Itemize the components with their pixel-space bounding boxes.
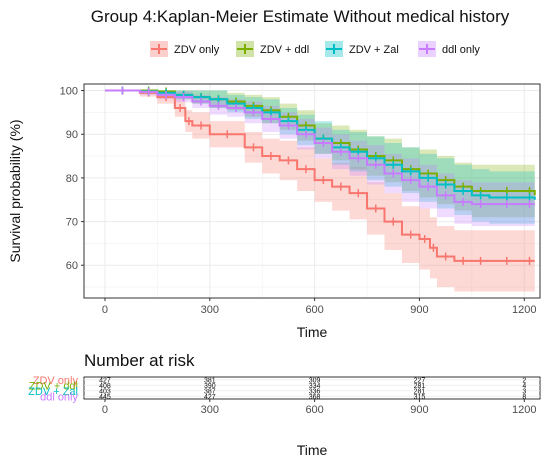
risk-count: 309 <box>309 377 321 384</box>
plot-border <box>83 83 541 299</box>
legend-label: ZDV only <box>174 44 220 56</box>
risk-x-tick-label: 300 <box>201 404 219 416</box>
risk-count: 445 <box>99 394 111 401</box>
risk-count: 8 <box>522 394 526 401</box>
risk-count: 408 <box>99 383 111 390</box>
chart-title: Group 4:Kaplan-Meier Estimate Without me… <box>91 7 510 26</box>
risk-table-panel <box>83 376 541 400</box>
x-tick-label: 300 <box>201 304 219 316</box>
risk-x-tick-label: 0 <box>102 404 108 416</box>
confidence-band <box>104 90 535 222</box>
x-tick-label: 600 <box>305 304 323 316</box>
confidence-band <box>104 90 535 226</box>
risk-count: 2 <box>522 377 526 384</box>
x-axis-label: Time <box>297 324 328 340</box>
risk-x-tick-label: 900 <box>410 404 428 416</box>
risk-count: 427 <box>99 377 111 384</box>
risk-x-tick-label: 600 <box>305 404 323 416</box>
risk-table-title: Number at risk <box>84 351 195 370</box>
risk-count: 387 <box>204 388 216 395</box>
risk-count: 281 <box>414 388 426 395</box>
legend-item: ddl only <box>418 41 480 57</box>
legend-item: ZDV + Zal <box>325 41 399 57</box>
x-tick-label: 1200 <box>512 304 536 316</box>
risk-count: 227 <box>414 377 426 384</box>
risk-count: 281 <box>414 383 426 390</box>
y-tick-label: 60 <box>66 260 78 272</box>
risk-count: 4 <box>522 383 526 390</box>
y-tick-label: 90 <box>66 129 78 141</box>
legend-label: ZDV + ddl <box>260 44 309 56</box>
risk-row-label: ddl only <box>40 391 78 403</box>
risk-row-label: ZDV only <box>33 375 79 387</box>
y-tick-label: 70 <box>66 217 78 229</box>
risk-count: 390 <box>204 383 216 390</box>
x-tick-label: 900 <box>410 304 428 316</box>
gridlines <box>84 84 540 298</box>
confidence-band <box>104 90 535 292</box>
y-tick-label: 100 <box>60 86 78 98</box>
confidence-band <box>104 90 535 226</box>
risk-row-label: ZDV + ddl <box>29 380 78 392</box>
risk-count: 427 <box>204 394 216 401</box>
risk-count: 368 <box>309 394 321 401</box>
y-axis-label: Survival probability (%) <box>7 119 23 262</box>
x-tick-label: 0 <box>102 304 108 316</box>
risk-row-label: ZDV + Zal <box>28 386 78 398</box>
legend: ZDV only ZDV + ddl ZDV + Zal ddl only <box>150 41 480 57</box>
risk-count: 403 <box>99 388 111 395</box>
risk-count: 334 <box>309 383 321 390</box>
risk-x-tick-label: 1200 <box>512 404 536 416</box>
legend-item: ZDV only <box>150 41 220 57</box>
legend-item: ZDV + ddl <box>236 41 309 57</box>
risk-count: 336 <box>309 388 321 395</box>
risk-count: 3 <box>522 388 526 395</box>
legend-label: ZDV + Zal <box>349 44 399 56</box>
risk-count: 315 <box>414 394 426 401</box>
survival-curve <box>104 89 535 206</box>
y-tick-label: 80 <box>66 173 78 185</box>
legend-label: ddl only <box>442 44 480 56</box>
risk-x-axis-label: Time <box>297 442 328 458</box>
risk-count: 381 <box>204 377 216 384</box>
survival-curve <box>104 89 535 262</box>
